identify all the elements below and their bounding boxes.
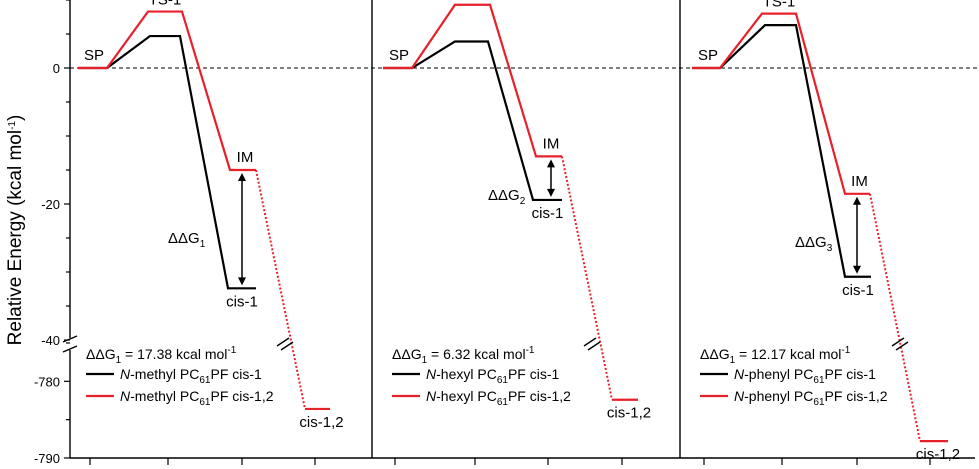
line-break-mark — [891, 337, 905, 347]
label-im: IM — [851, 173, 868, 190]
label-sp: SP — [389, 47, 409, 64]
label-cis-1-2: cis-1,2 — [299, 414, 343, 431]
y-tick-label: -790 — [34, 451, 60, 466]
ddg-arrow-head-up — [238, 173, 246, 181]
label-cis-1: cis-1 — [532, 205, 564, 222]
legend-title: ΔΔG1 = 17.38 kcal mol-1 — [86, 345, 237, 366]
series-cis-1-2-line — [383, 3, 562, 158]
y-axis-label: Relative Energy (kcal mol-1) — [5, 115, 26, 346]
line-break-mark — [587, 341, 601, 351]
label-ts-1: TS-1 — [149, 0, 182, 9]
label-sp: SP — [84, 47, 104, 64]
y-tick-label: -20 — [41, 197, 60, 212]
label-cis-1-2: cis-1,2 — [916, 446, 960, 463]
y-axis-break-mark — [62, 335, 78, 343]
series-cis-1-2-line — [78, 10, 256, 172]
label-cis-1: cis-1 — [226, 293, 258, 310]
legend-title: ΔΔG1 = 6.32 kcal mol-1 — [392, 345, 535, 366]
series-cis-1-line — [78, 34, 256, 290]
label-ddg: ΔΔG3 — [795, 234, 833, 254]
ddg-arrow-head-up — [853, 196, 861, 205]
label-im: IM — [237, 149, 254, 166]
ddg-arrow-head-down — [238, 277, 246, 286]
label-sp: SP — [698, 47, 718, 64]
label-ts-1: TS-1 — [763, 0, 796, 11]
ddg-arrow-head-up — [547, 159, 555, 168]
label-im: IM — [543, 135, 560, 152]
series-cis-1-2-line — [692, 12, 870, 195]
line-break-mark — [895, 341, 909, 351]
legend-entry: N-methyl PC61PF cis-1,2 — [120, 388, 274, 408]
y-axis-break-mark — [62, 345, 78, 353]
label-ts-1: TS-1 — [456, 0, 489, 2]
line-break-mark — [280, 341, 294, 351]
legend-entry: N-phenyl PC61PF cis-1 — [734, 366, 876, 386]
series-cis-1-2-dotted-segment — [561, 156, 613, 400]
series-cis-1-line — [692, 24, 871, 278]
label-cis-1: cis-1 — [842, 282, 874, 299]
ddg-arrow-head-down — [853, 265, 861, 274]
series-cis-1-2-dotted-segment — [255, 169, 306, 410]
panel-1: SP TS-1 IM cis-1 cis-1,2 ΔΔG1 ΔΔG1 = 17.38 kca… — [78, 0, 344, 465]
legend-entry: N-phenyl PC61PF cis-1,2 — [734, 388, 888, 408]
label-cis-1-2: cis-1,2 — [607, 405, 651, 422]
line-break-mark — [276, 337, 290, 347]
legend-entry: N-methyl PC61PF cis-1 — [120, 366, 262, 386]
line-break-mark — [583, 337, 597, 347]
panel-3: SP TS-1 IM cis-1 cis-1,2 ΔΔG3 ΔΔG1 = 12.17 kca… — [692, 0, 960, 465]
legend-entry: N-hexyl PC61PF cis-1,2 — [426, 388, 571, 408]
y-tick-label: -780 — [34, 374, 60, 389]
label-ddg: ΔΔG1 — [168, 230, 206, 250]
legend-entry: N-hexyl PC61PF cis-1 — [426, 366, 559, 386]
legend-title: ΔΔG1 = 12.17 kcal mol-1 — [700, 345, 851, 366]
series-cis-1-2-dotted-segment — [869, 193, 921, 442]
label-ddg: ΔΔG2 — [488, 187, 526, 207]
y-tick-label: -40 — [41, 333, 60, 348]
ddg-arrow-head-down — [547, 188, 555, 197]
panel-2: SP TS-1 IM cis-1 cis-1,2 ΔΔG2 ΔΔG1 = 6.32 kcal… — [383, 0, 651, 465]
y-tick-label: 0 — [53, 61, 60, 76]
series-cis-1-line — [383, 40, 562, 202]
